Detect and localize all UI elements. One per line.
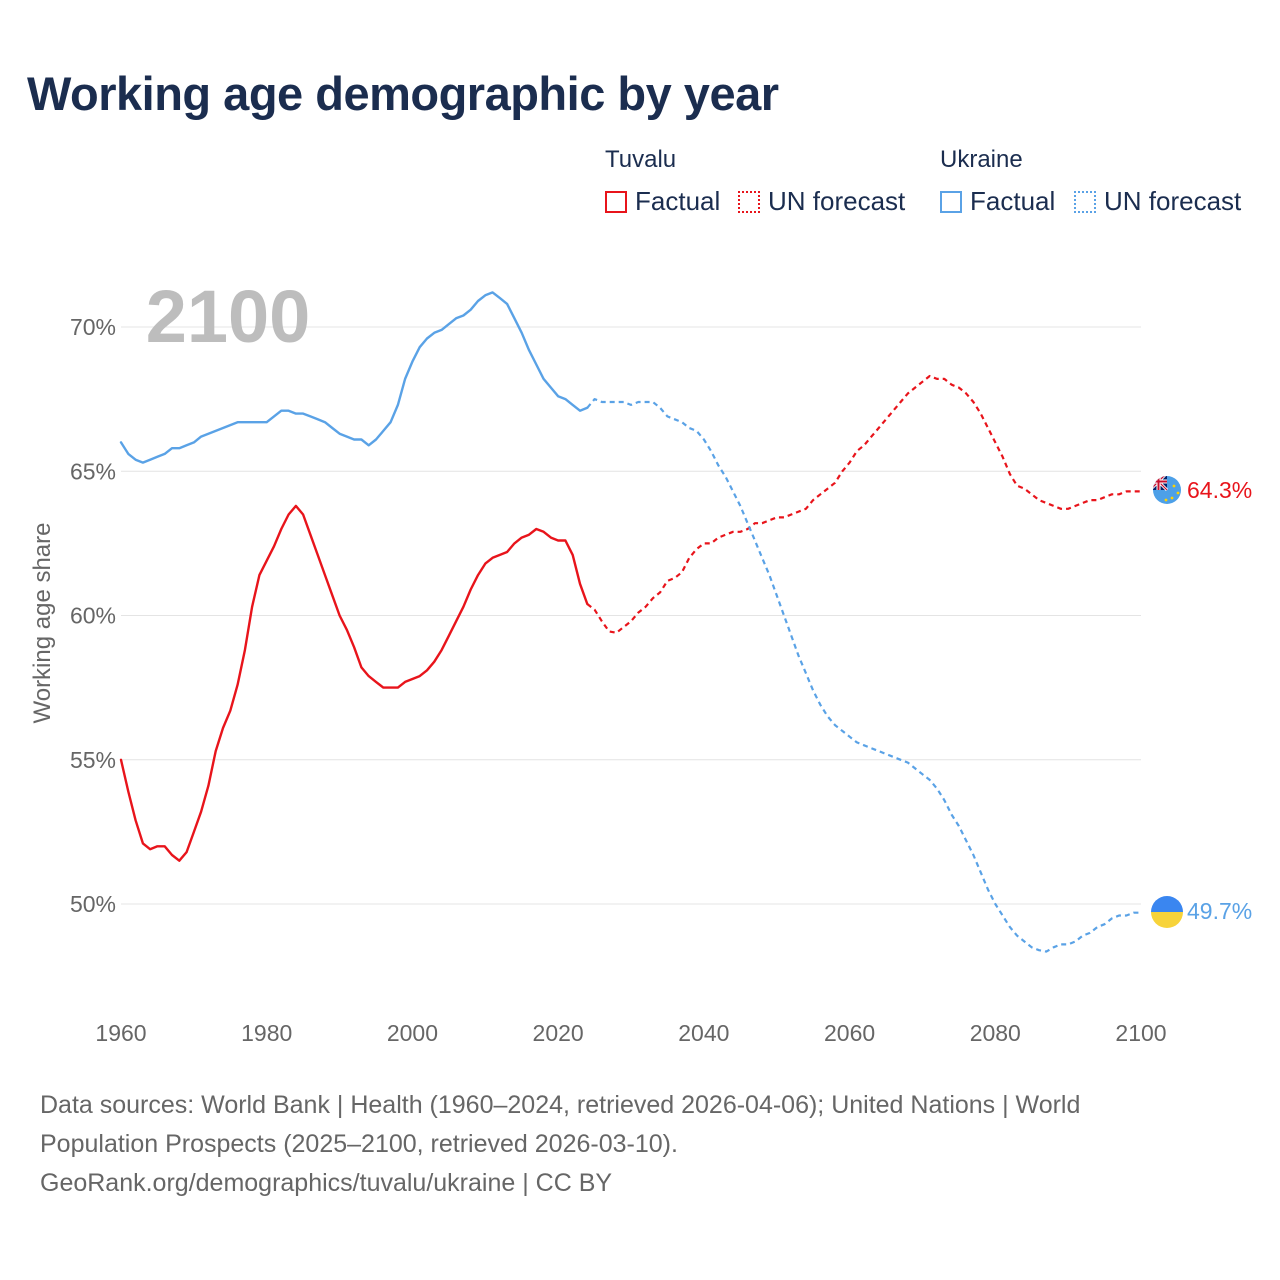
ukraine-flag-blue — [1151, 896, 1183, 912]
legend-solid-swatch — [605, 190, 627, 213]
ukraine-end-value-label: 49.7% — [1187, 898, 1252, 924]
legend-dotted-swatch — [738, 190, 760, 213]
ukraine-factual-line — [119, 291, 589, 464]
x-tick-label: 1980 — [241, 1020, 292, 1046]
tuvalu-flag-marker — [1153, 476, 1181, 504]
source-footer: Data sources: World Bank | Health (1960–… — [40, 1086, 1220, 1203]
ukraine-forecast-line — [586, 398, 1141, 953]
legend-group-ukraine-title: Ukraine — [940, 146, 1023, 173]
y-tick-label: 60% — [70, 603, 116, 629]
legend-ukraine-forecast[interactable]: UN forecast — [1074, 186, 1241, 217]
legend-ukraine-forecast-label: UN forecast — [1104, 186, 1242, 216]
footer-line-3[interactable]: GeoRank.org/demographics/tuvalu/ukraine … — [40, 1169, 613, 1197]
legend-tuvalu-forecast[interactable]: UN forecast — [738, 186, 905, 217]
y-tick-label: 70% — [70, 314, 116, 340]
tuvalu-end-value-label: 64.3% — [1187, 477, 1252, 503]
x-tick-label: 2040 — [678, 1020, 729, 1046]
y-tick-label: 65% — [70, 458, 116, 484]
grid-lines — [121, 326, 1141, 905]
legend-ukraine-factual[interactable]: Factual — [940, 186, 1055, 217]
tuvalu-flag-star — [1172, 484, 1176, 488]
tuvalu-flag-star — [1164, 498, 1168, 502]
legend-tuvalu-factual-label: Factual — [635, 186, 721, 216]
legend-ukraine-factual-label: Factual — [970, 186, 1056, 216]
x-tick-label: 2020 — [533, 1020, 584, 1046]
tuvalu-flag-star — [1176, 491, 1180, 495]
y-tick-label: 50% — [70, 891, 116, 917]
chart-title: Working age demographic by year — [27, 67, 779, 120]
tuvalu-factual-line — [119, 504, 589, 862]
x-tick-label: 2000 — [387, 1020, 438, 1046]
legend-group-tuvalu-title: Tuvalu — [605, 146, 677, 173]
tuvalu-flag-star — [1177, 498, 1181, 502]
legend-tuvalu-factual[interactable]: Factual — [605, 186, 720, 217]
y-tick-label: 55% — [70, 747, 116, 773]
year-watermark: 2100 — [146, 275, 311, 358]
series-lines — [119, 291, 1141, 953]
tuvalu-forecast-line — [586, 374, 1141, 634]
y-axis-ticks: 50% 55% 60% 65% 70% — [70, 314, 116, 917]
line-chart: 2100 50% 55% 60% 65% 70% 1960 1980 2000 2020 204… — [29, 275, 1252, 1046]
x-tick-label: 2100 — [1115, 1020, 1166, 1046]
footer-line-1: Data sources: World Bank | Health (1960–… — [40, 1091, 1081, 1119]
x-tick-label: 2060 — [824, 1020, 875, 1046]
x-tick-label: 2080 — [970, 1020, 1021, 1046]
legend-solid-swatch — [940, 190, 962, 213]
y-axis-label: Working age share — [29, 523, 56, 724]
x-axis-ticks: 1960 1980 2000 2020 2040 2060 2080 2100 — [95, 1020, 1166, 1046]
ukraine-flag-marker — [1151, 896, 1183, 928]
footer-line-2: Population Prospects (2025–2100, retriev… — [40, 1130, 678, 1158]
ukraine-flag-yellow — [1151, 912, 1183, 928]
legend-dotted-swatch — [1074, 190, 1096, 213]
legend-tuvalu-forecast-label: UN forecast — [768, 186, 906, 216]
tuvalu-flag-cross-red — [1153, 476, 1167, 490]
x-tick-label: 1960 — [95, 1020, 146, 1046]
tuvalu-flag-star — [1170, 496, 1174, 500]
